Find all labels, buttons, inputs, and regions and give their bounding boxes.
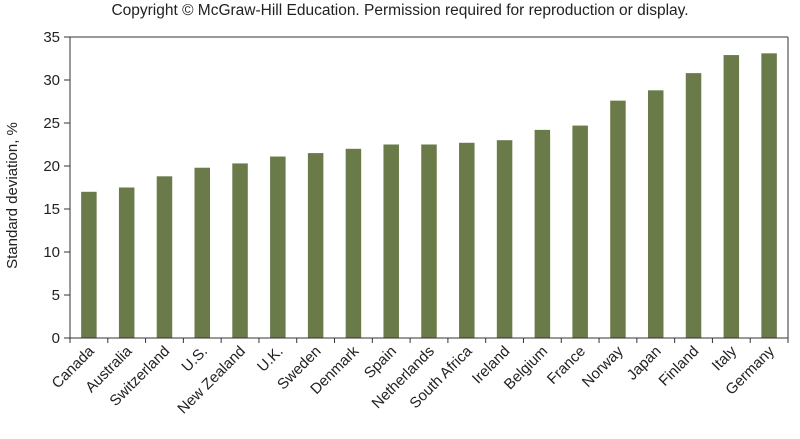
y-tick-label: 0	[52, 330, 60, 347]
y-axis-title: Standard deviation, %	[4, 122, 21, 269]
y-tick-label: 20	[43, 158, 60, 175]
bar-canada	[81, 191, 97, 338]
x-category-label: New Zealand	[174, 343, 249, 418]
bar-australia	[118, 187, 135, 338]
bar-japan	[647, 90, 664, 338]
bar-sweden	[307, 153, 324, 338]
bar-u-k	[270, 156, 286, 338]
bar-u-s	[194, 167, 211, 338]
x-category-label: Finland	[656, 343, 703, 390]
y-tick-label: 25	[43, 115, 60, 132]
bars	[81, 53, 777, 339]
bar-belgium	[534, 129, 551, 338]
y-tick-label: 5	[52, 287, 60, 304]
x-category-label: U.S.	[178, 343, 211, 376]
y-tick-label: 10	[43, 244, 60, 261]
copyright-notice: Copyright © McGraw-Hill Education. Permi…	[111, 2, 689, 19]
bar-ireland	[496, 140, 513, 338]
y-tick-label: 30	[43, 72, 60, 89]
bar-finland	[685, 73, 702, 339]
y-axis: 0 5 10 15 20 25 30 35	[43, 29, 789, 347]
x-category-label: U.K.	[254, 343, 287, 376]
bar-italy	[723, 55, 740, 339]
y-tick-label: 15	[43, 201, 60, 218]
bar-netherlands	[421, 144, 437, 338]
bar-south-africa	[459, 142, 475, 338]
bar-germany	[761, 53, 777, 339]
x-category-label: Norway	[579, 342, 627, 390]
bar-norway	[610, 100, 626, 338]
bar-france	[572, 125, 588, 338]
bar-new-zealand	[232, 163, 248, 338]
bar-switzerland	[156, 176, 173, 338]
bar-denmark	[345, 148, 362, 338]
y-tick-label: 35	[43, 29, 60, 46]
x-category-label: Italy	[709, 342, 741, 374]
bar-spain	[383, 144, 399, 338]
